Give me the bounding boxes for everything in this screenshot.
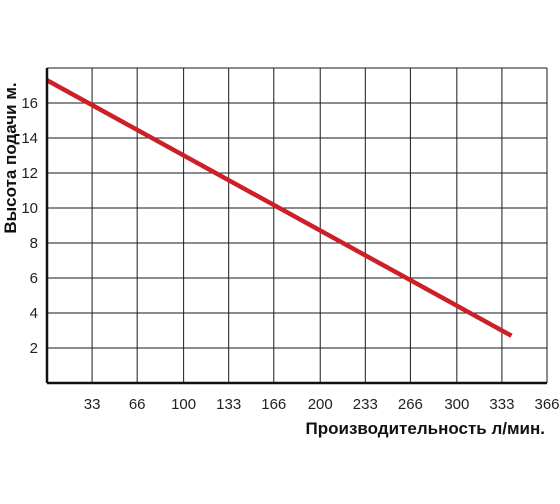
x-tick-label: 166	[261, 396, 286, 413]
y-tick-label: 10	[21, 200, 38, 217]
x-tick-label: 266	[398, 396, 423, 413]
y-axis-title: Высота подачи м.	[1, 82, 20, 233]
y-tick-label: 8	[30, 235, 38, 252]
x-tick-label: 366	[534, 396, 559, 413]
y-tick-labels: 2 4 6 8 10 12 14 16	[21, 95, 38, 357]
x-tick-label: 66	[129, 396, 146, 413]
y-tick-label: 16	[21, 95, 38, 112]
x-axis-title: Производительность л/мин.	[306, 419, 545, 438]
x-tick-label: 133	[216, 396, 241, 413]
x-tick-label: 100	[171, 396, 196, 413]
y-tick-label: 2	[30, 340, 38, 357]
x-tick-label: 300	[444, 396, 469, 413]
series-line	[45, 78, 513, 338]
x-tick-label: 233	[353, 396, 378, 413]
y-tick-label: 4	[30, 305, 38, 322]
y-tick-label: 6	[30, 270, 38, 287]
x-tick-label: 33	[84, 396, 101, 413]
x-tick-label: 333	[489, 396, 514, 413]
y-tick-label: 12	[21, 165, 38, 182]
x-tick-label: 200	[308, 396, 333, 413]
grid	[47, 67, 548, 383]
x-tick-labels: 33 66 100 133 166 200 233 266 300 333 366	[84, 396, 560, 413]
series-layer	[45, 78, 513, 338]
y-tick-label: 14	[21, 130, 38, 147]
